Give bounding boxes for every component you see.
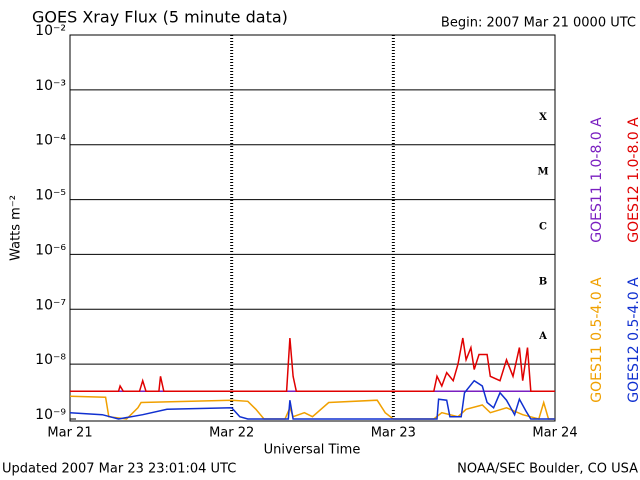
y-tick-label: 10⁻⁷ xyxy=(35,297,66,313)
x-axis-label: Universal Time xyxy=(264,443,361,458)
footer-right: NOAA/SEC Boulder, CO USA xyxy=(457,462,638,477)
chart-title: GOES Xray Flux (5 minute data) xyxy=(32,8,288,27)
legend-entry: GOES12 1.0-8.0 A xyxy=(626,117,640,243)
x-tick-label: Mar 21 xyxy=(47,426,92,441)
y-tick-label: 10⁻⁹ xyxy=(35,407,66,423)
flare-class-label: B xyxy=(539,276,547,287)
flare-class-label: M xyxy=(537,167,548,178)
flare-class-label: C xyxy=(539,222,547,233)
legend-entry: GOES11 1.0-8.0 A xyxy=(589,117,605,243)
series-line xyxy=(70,395,555,420)
chart-subtitle: Begin: 2007 Mar 21 0000 UTC xyxy=(441,16,636,31)
footer-left: Updated 2007 Mar 23 23:01:04 UTC xyxy=(2,462,236,477)
series-line xyxy=(70,337,555,393)
y-tick-label: 10⁻⁶ xyxy=(35,242,66,258)
y-tick-label: 10⁻⁴ xyxy=(35,133,66,149)
flare-class-label: A xyxy=(538,331,547,342)
x-tick-label: Mar 24 xyxy=(532,426,577,441)
y-tick-label: 10⁻⁵ xyxy=(35,188,66,204)
y-tick-label: 10⁻⁸ xyxy=(35,352,66,368)
plot-frame xyxy=(69,34,556,422)
y-axis-label: Watts m⁻² xyxy=(9,195,24,261)
x-tick-label: Mar 23 xyxy=(371,426,416,441)
x-tick-label: Mar 22 xyxy=(209,426,254,441)
series-line xyxy=(70,379,555,420)
y-tick-label: 10⁻³ xyxy=(35,78,66,94)
legend-entry: GOES12 0.5-4.0 A xyxy=(626,277,640,403)
y-tick-label: 10⁻² xyxy=(35,23,66,39)
flare-class-label: X xyxy=(539,112,547,123)
legend-entry: GOES11 0.5-4.0 A xyxy=(589,277,605,403)
